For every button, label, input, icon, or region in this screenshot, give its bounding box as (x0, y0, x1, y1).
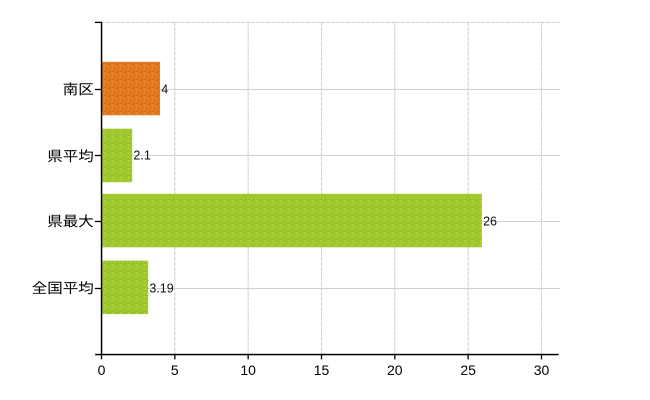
svg-text:30: 30 (534, 362, 550, 378)
svg-text:26: 26 (483, 214, 497, 228)
svg-text:15: 15 (314, 362, 330, 378)
svg-text:2.1: 2.1 (133, 148, 150, 162)
svg-text:25: 25 (460, 362, 476, 378)
svg-text:0: 0 (98, 362, 106, 378)
svg-text:20: 20 (387, 362, 403, 378)
svg-text:5: 5 (171, 362, 179, 378)
svg-text:3.19: 3.19 (149, 281, 173, 295)
svg-text:10: 10 (240, 362, 256, 378)
svg-text:4: 4 (161, 82, 168, 96)
